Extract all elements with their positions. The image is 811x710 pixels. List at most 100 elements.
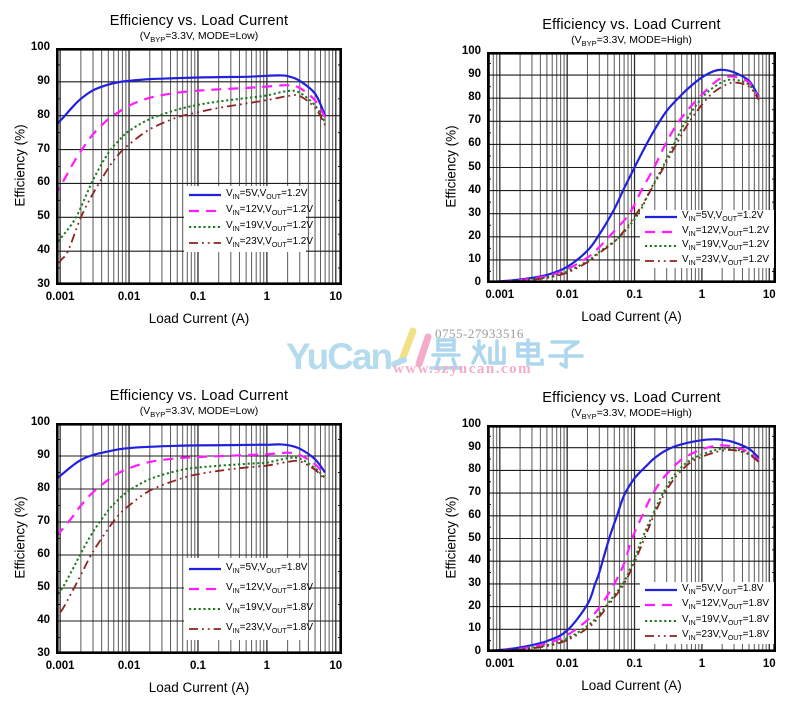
- x-tick-label: 0.001: [45, 660, 75, 672]
- legend: VIN=5V,VOUT=1.2V VIN=12V,VOUT=1.2V VIN=19V…: [640, 210, 774, 268]
- x-tick-label: 1: [263, 660, 271, 672]
- legend-item: VIN=19V,VOUT=1.8V: [640, 613, 774, 629]
- legend: VIN=5V,VOUT=1.2V VIN=12V,VOUT=1.2V VIN=19V…: [184, 186, 313, 252]
- legend-item: VIN=19V,VOUT=1.2V: [640, 239, 774, 254]
- legend-label: VIN=12V,VOUT=1.8V: [226, 582, 314, 596]
- x-tick-label: 0.01: [555, 658, 579, 670]
- y-tick-label: 30: [468, 206, 481, 219]
- y-tick-label: 40: [468, 183, 481, 196]
- legend-label: VIN=23V,VOUT=1.2V: [226, 236, 314, 250]
- y-tick-label: 40: [37, 614, 50, 626]
- legend-label: VIN=12V,VOUT=1.2V: [226, 204, 314, 218]
- y-tick-label: 30: [468, 576, 481, 589]
- legend-item: VIN=12V,VOUT=1.2V: [184, 203, 313, 219]
- y-axis-label: Efficiency (%): [443, 495, 459, 579]
- x-tick-label: 10: [762, 658, 776, 670]
- legend-item: VIN=23V,VOUT=1.2V: [640, 254, 774, 269]
- y-tick-label: 90: [37, 74, 50, 87]
- y-tick-label: 100: [461, 45, 481, 57]
- legend-item: VIN=5V,VOUT=1.8V: [184, 559, 308, 579]
- y-tick-label: 70: [468, 114, 481, 127]
- legend-label: VIN=19V,VOUT=1.2V: [226, 220, 314, 234]
- y-tick-label: 70: [468, 486, 481, 499]
- series-curve-vin23: [487, 449, 760, 652]
- legend-line-sample-vin19: [189, 226, 221, 228]
- y-tick-label: 80: [468, 91, 481, 104]
- series-curve-vin5: [487, 438, 760, 652]
- y-tick-label: 10: [468, 252, 481, 265]
- chart-subtitle: (VBYP=3.3V, MODE=Low): [139, 30, 259, 45]
- series-curve-vin23: [56, 459, 326, 620]
- x-tick-label: 0.1: [626, 289, 643, 301]
- legend-label: VIN=5V,VOUT=1.8V: [226, 562, 308, 576]
- legend-item: VIN=19V,VOUT=1.8V: [184, 599, 313, 619]
- legend-label: VIN=12V,VOUT=1.8V: [682, 598, 770, 612]
- y-tick-label: 100: [30, 416, 50, 428]
- series-curve-vin12: [56, 84, 327, 196]
- legend-item: VIN=23V,VOUT=1.8V: [184, 619, 313, 639]
- watermark-website-url: www.szyucan.com: [393, 361, 533, 377]
- y-tick-label: 50: [468, 531, 481, 544]
- y-tick-label: 50: [37, 210, 50, 223]
- x-tick-label: 10: [329, 291, 343, 303]
- y-tick-label: 60: [37, 548, 50, 560]
- y-tick-label: 90: [37, 449, 50, 461]
- y-tick-label: 100: [461, 418, 481, 430]
- series-curve-vin23: [56, 94, 326, 269]
- watermark-phone-number: 0755-27933516: [435, 326, 524, 341]
- legend-item: VIN=23V,VOUT=1.8V: [640, 629, 774, 645]
- series-curve-vin19: [56, 89, 326, 247]
- legend-line-sample-vin5: [189, 193, 221, 197]
- leaf-logo-icon: [391, 327, 432, 368]
- legend-label: VIN=5V,VOUT=1.8V: [682, 582, 764, 596]
- legend-line-sample-vin12: [645, 230, 677, 233]
- x-tick-label: 0.001: [45, 291, 75, 303]
- y-tick-label: 20: [468, 599, 481, 612]
- legend-line-sample-vin23: [189, 242, 221, 244]
- legend-label: VIN=5V,VOUT=1.2V: [682, 210, 764, 224]
- legend-label: VIN=19V,VOUT=1.8V: [226, 602, 314, 616]
- series-curve-vin5: [56, 443, 326, 481]
- legend-item: VIN=5V,VOUT=1.2V: [184, 187, 308, 203]
- vendor-watermark: YuCan 0755-27933516 www.szyucan.com: [283, 318, 603, 384]
- legend-line-sample-vin23: [645, 259, 677, 262]
- y-tick-label: 0: [474, 276, 481, 288]
- series-curve-vin19: [487, 78, 760, 283]
- y-tick-label: 80: [468, 463, 481, 476]
- x-tick-label: 0.01: [555, 289, 579, 301]
- y-tick-label: 60: [468, 137, 481, 150]
- y-tick-label: 80: [37, 482, 50, 494]
- legend-label: VIN=5V,VOUT=1.2V: [226, 188, 308, 202]
- legend-line-sample-vin19: [645, 245, 677, 248]
- legend-line-sample-vin5: [645, 216, 677, 219]
- x-tick-label: 0.1: [189, 291, 206, 303]
- chart-title: Efficiency vs. Load Current: [109, 13, 289, 29]
- series-curve-vin5: [487, 68, 760, 283]
- legend-label: VIN=19V,VOUT=1.2V: [682, 239, 770, 253]
- y-tick-label: 60: [468, 508, 481, 521]
- legend-line-sample-vin19: [189, 608, 221, 610]
- legend-line-sample-vin5: [189, 567, 221, 571]
- y-tick-label: 0: [474, 645, 481, 657]
- legend-item: VIN=19V,VOUT=1.2V: [184, 219, 313, 235]
- legend-line-sample-vin23: [645, 635, 677, 638]
- legend-line-sample-vin19: [645, 619, 677, 622]
- legend-item: VIN=5V,VOUT=1.2V: [640, 210, 774, 225]
- series-curve-vin5: [56, 74, 327, 127]
- chart-subtitle: (VBYP=3.3V, MODE=High): [571, 34, 692, 49]
- series-curve-vin19: [487, 447, 760, 652]
- legend-label: VIN=12V,VOUT=1.2V: [682, 224, 770, 238]
- y-tick-label: 70: [37, 142, 50, 155]
- legend-item: VIN=12V,VOUT=1.8V: [640, 598, 774, 614]
- y-tick-label: 70: [37, 515, 50, 527]
- y-axis-label: Efficiency (%): [12, 123, 28, 207]
- x-axis-label: Load Current (A): [148, 680, 250, 695]
- x-tick-label: 0.1: [189, 660, 206, 672]
- y-tick-label: 40: [468, 554, 481, 567]
- legend-label: VIN=23V,VOUT=1.2V: [682, 253, 770, 267]
- x-tick-label: 1: [698, 658, 706, 670]
- legend-item: VIN=5V,VOUT=1.8V: [640, 582, 774, 598]
